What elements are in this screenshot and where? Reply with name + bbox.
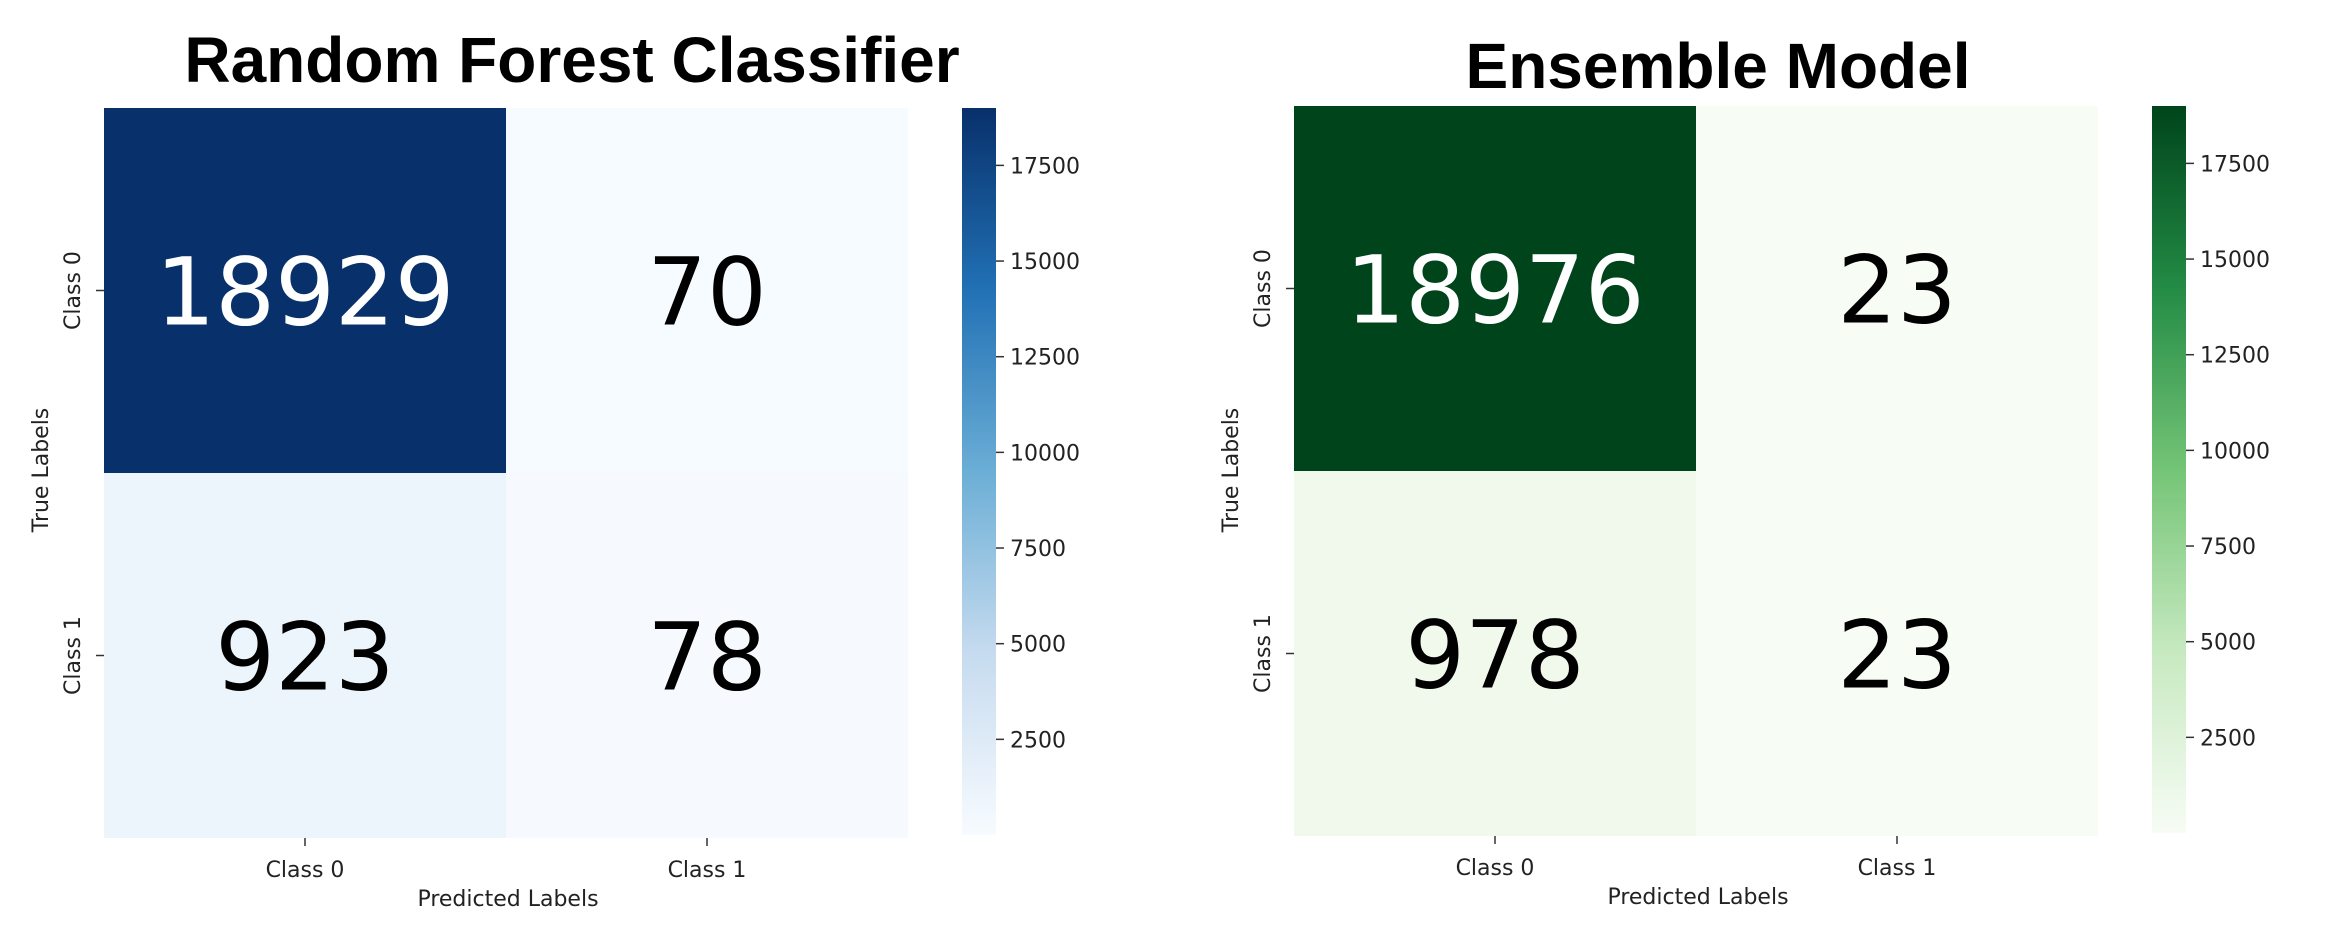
heatmap-cell-r0-c1	[506, 108, 908, 473]
colorbar	[962, 108, 996, 835]
y-axis-label: True Labels	[1219, 408, 1244, 534]
heatmap-cell-r0-c0	[1294, 106, 1696, 471]
y-tick-label: Class 1	[1251, 614, 1276, 693]
colorbar-tick-label: 10000	[1010, 441, 1080, 466]
colorbar-ticks: 2500 5000 7500 10000 12500 15000 17500	[2186, 152, 2270, 751]
y-tick-label: Class 1	[61, 616, 86, 695]
y-tick-labels: Class 0 Class 1	[61, 251, 104, 695]
heatmap-grid: 18929 70 923 78	[104, 108, 908, 838]
colorbar-tick-label: 10000	[2200, 439, 2270, 464]
cell-value-r1-c0: 978	[1405, 602, 1584, 711]
cell-value-r1-c1: 23	[1837, 602, 1957, 711]
heatmap-cell-r1-c0	[1294, 471, 1696, 836]
cell-value-r0-c0: 18976	[1345, 237, 1644, 346]
cell-value-r1-c0: 923	[215, 604, 394, 713]
x-tick-label: Class 1	[1858, 856, 1937, 881]
colorbar-tick-label: 5000	[1010, 633, 1066, 658]
heatmap-grid: 18976 23 978 23	[1294, 106, 2098, 836]
y-tick-labels: Class 0 Class 1	[1251, 249, 1294, 693]
colorbar-tick-label: 17500	[2200, 152, 2270, 177]
heatmap-cell-r0-c0	[104, 108, 506, 473]
colorbar-ticks: 2500 5000 7500 10000 12500 15000 17500	[996, 154, 1080, 753]
y-axis-label: True Labels	[29, 408, 54, 534]
colorbar-tick-label: 15000	[2200, 248, 2270, 273]
heatmap-cell-r1-c0	[104, 473, 506, 838]
x-tick-labels: Class 0 Class 1	[266, 838, 747, 883]
heatmap-cell-r1-c1	[1696, 471, 2098, 836]
panel-random-forest: Random Forest Classifier 18929 70 923 78 Cl…	[29, 24, 1080, 912]
y-tick-label: Class 0	[61, 251, 86, 330]
colorbar-tick-label: 12500	[2200, 344, 2270, 369]
cell-value-r1-c1: 78	[647, 604, 767, 713]
colorbar-tick-label: 12500	[1010, 346, 1080, 371]
colorbar-tick-label: 17500	[1010, 154, 1080, 179]
colorbar-tick-label: 15000	[1010, 250, 1080, 275]
x-tick-label: Class 1	[668, 858, 747, 883]
colorbar-tick-label: 5000	[2200, 631, 2256, 656]
colorbar-tick-label: 7500	[2200, 535, 2256, 560]
cell-value-r0-c1: 23	[1837, 237, 1957, 346]
x-tick-labels: Class 0 Class 1	[1456, 836, 1937, 881]
heatmap-cell-r1-c1	[506, 473, 908, 838]
x-tick-label: Class 0	[266, 858, 345, 883]
x-axis-label: Predicted Labels	[417, 887, 598, 912]
cell-value-r0-c0: 18929	[155, 239, 454, 348]
chart-title: Random Forest Classifier	[184, 24, 959, 96]
colorbar-tick-label: 2500	[1010, 728, 1066, 753]
x-tick-label: Class 0	[1456, 856, 1535, 881]
y-tick-label: Class 0	[1251, 249, 1276, 328]
colorbar-tick-label: 2500	[2200, 726, 2256, 751]
chart-title: Ensemble Model	[1466, 30, 1971, 102]
heatmap-cell-r0-c1	[1696, 106, 2098, 471]
colorbar	[2152, 106, 2186, 833]
colorbar-tick-label: 7500	[1010, 537, 1066, 562]
cell-value-r0-c1: 70	[647, 239, 767, 348]
x-axis-label: Predicted Labels	[1607, 885, 1788, 910]
